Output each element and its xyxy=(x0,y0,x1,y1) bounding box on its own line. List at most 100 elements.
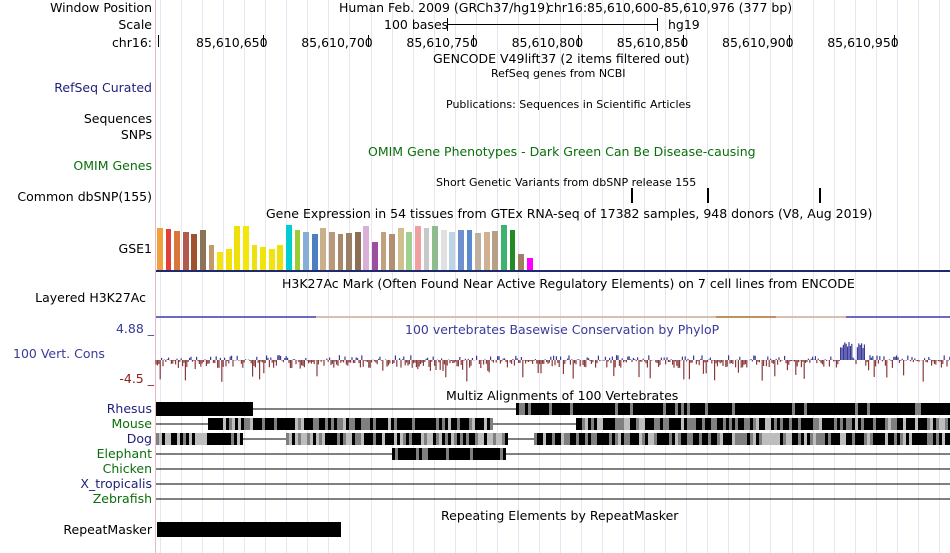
gtex-bar[interactable] xyxy=(354,232,361,270)
gtex-bar[interactable] xyxy=(165,229,172,270)
gtex-bar[interactable] xyxy=(466,230,473,270)
gtex-bar[interactable] xyxy=(475,233,482,270)
species-label[interactable]: Chicken xyxy=(102,461,152,476)
alignment-block xyxy=(582,433,585,445)
alignment-block xyxy=(268,418,271,430)
conservation-wiggle[interactable] xyxy=(155,336,950,386)
gtex-bar[interactable] xyxy=(286,225,292,270)
gtex-label[interactable]: GSE1 xyxy=(118,241,152,256)
alignment-block xyxy=(534,403,537,415)
gtex-bar[interactable] xyxy=(372,242,378,270)
gtex-bar[interactable] xyxy=(320,228,327,270)
gtex-bar[interactable] xyxy=(294,230,301,270)
alignment-block xyxy=(543,403,546,415)
gtex-bar[interactable] xyxy=(234,226,241,270)
alignment-block xyxy=(885,433,888,445)
alignment-block xyxy=(639,403,642,415)
gtex-bar[interactable] xyxy=(251,245,258,270)
sequences-label[interactable]: Sequences xyxy=(83,111,152,126)
alignment-block xyxy=(522,403,525,415)
multiz-alignment[interactable] xyxy=(156,402,950,506)
gtex-bar[interactable] xyxy=(397,228,404,270)
alignment-block xyxy=(936,403,939,415)
alignment-block xyxy=(502,433,505,445)
gtex-bar[interactable] xyxy=(406,232,413,270)
snp-mark[interactable] xyxy=(631,188,633,203)
alignment-block xyxy=(939,418,942,430)
dbsnp-label[interactable]: Common dbSNP(155) xyxy=(17,189,152,204)
gtex-bar[interactable] xyxy=(268,249,275,270)
gtex-bar[interactable] xyxy=(509,230,516,270)
snp-mark[interactable] xyxy=(819,188,821,203)
alignment-block xyxy=(642,403,645,415)
alignment-block xyxy=(301,433,304,445)
gtex-bar[interactable] xyxy=(225,249,232,270)
gtex-bar[interactable] xyxy=(191,234,198,270)
snps-label[interactable]: SNPs xyxy=(120,127,152,142)
gtex-bar[interactable] xyxy=(217,252,224,270)
species-label[interactable]: Dog xyxy=(126,431,152,446)
gtex-bars[interactable] xyxy=(156,222,536,270)
species-label[interactable]: X_tropicalis xyxy=(80,476,152,491)
gtex-bar[interactable] xyxy=(483,232,490,270)
gtex-bar[interactable] xyxy=(157,228,163,270)
alignment-block xyxy=(316,433,319,445)
gtex-bar[interactable] xyxy=(449,232,456,270)
alignment-block xyxy=(425,448,428,460)
repeat-label[interactable]: RepeatMasker xyxy=(63,522,152,537)
alignment-block xyxy=(376,433,379,445)
alignment-block xyxy=(720,418,723,430)
gtex-bar[interactable] xyxy=(440,230,447,270)
alignment-block xyxy=(484,418,487,430)
omim-label[interactable]: OMIM Genes xyxy=(73,158,152,173)
gtex-bar[interactable] xyxy=(518,254,525,270)
alignment-block xyxy=(588,418,591,430)
gtex-bar[interactable] xyxy=(415,226,421,270)
gtex-bar[interactable] xyxy=(260,247,267,270)
gtex-bar[interactable] xyxy=(346,233,353,270)
gtex-bar[interactable] xyxy=(526,258,533,270)
alignment-block xyxy=(409,433,412,445)
alignment-block xyxy=(588,403,591,415)
alignment-block xyxy=(597,403,600,415)
alignment-block xyxy=(813,403,816,415)
gtex-bar[interactable] xyxy=(311,234,318,270)
gtex-bar[interactable] xyxy=(423,228,430,270)
alignment-block xyxy=(876,403,879,415)
snp-mark[interactable] xyxy=(707,188,709,203)
gtex-bar[interactable] xyxy=(458,230,464,270)
gtex-bar[interactable] xyxy=(303,232,310,270)
grid-line xyxy=(454,0,456,553)
repeat-element[interactable] xyxy=(157,522,341,537)
gtex-bar[interactable] xyxy=(501,225,507,270)
gtex-bar[interactable] xyxy=(329,232,335,270)
gtex-bar[interactable] xyxy=(389,234,396,270)
h3k27ac-label[interactable]: Layered H3K27Ac xyxy=(35,290,146,305)
species-label[interactable]: Zebrafish xyxy=(92,491,152,506)
gtex-bar[interactable] xyxy=(492,231,499,270)
gtex-bar[interactable] xyxy=(337,234,344,270)
species-label[interactable]: Elephant xyxy=(96,446,152,461)
gtex-bar[interactable] xyxy=(432,226,439,270)
alignment-block xyxy=(211,418,214,430)
refseq-label[interactable]: RefSeq Curated xyxy=(54,80,152,95)
gtex-bar[interactable] xyxy=(363,226,370,270)
alignment-block xyxy=(822,433,825,445)
alignment-block xyxy=(906,433,909,445)
gtex-bar[interactable] xyxy=(277,245,284,270)
species-label[interactable]: Rhesus xyxy=(106,401,152,416)
alignment-block xyxy=(882,433,885,445)
gtex-bar[interactable] xyxy=(243,226,249,270)
gtex-bar[interactable] xyxy=(174,231,181,270)
gtex-bar[interactable] xyxy=(182,232,189,270)
gtex-bar[interactable] xyxy=(200,230,206,270)
gtex-bar[interactable] xyxy=(380,232,387,270)
alignment-block xyxy=(897,433,900,445)
alignment-block xyxy=(537,403,540,415)
cons-label[interactable]: 100 Vert. Cons xyxy=(13,346,105,361)
alignment-block xyxy=(636,418,639,430)
alignment-block xyxy=(864,403,867,415)
alignment-block xyxy=(903,433,906,445)
gtex-bar[interactable] xyxy=(208,245,215,270)
species-label[interactable]: Mouse xyxy=(111,416,152,431)
